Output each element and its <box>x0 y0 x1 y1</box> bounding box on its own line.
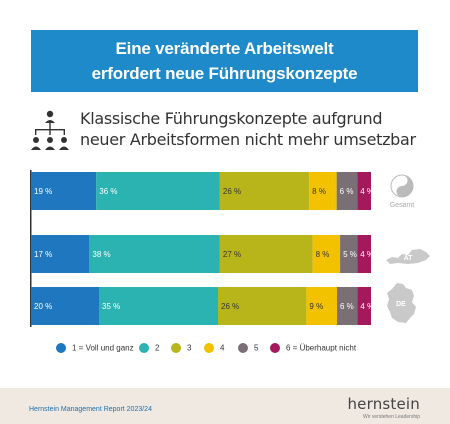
org-chart-icon <box>31 110 69 150</box>
legend-swatch-6 <box>270 343 280 353</box>
logo-name: hernstein <box>347 395 420 413</box>
bar-at-6 <box>357 235 371 273</box>
legend-swatch-3 <box>171 343 181 353</box>
austria-map-icon: AT <box>386 249 430 264</box>
chart-legend: 1 = Voll und ganz 2 3 4 5 6 = Überhaupt nicht <box>56 343 416 357</box>
data-label-at-5: 5 % <box>343 250 357 259</box>
bar-at-3 <box>219 235 313 273</box>
bar-gesamt-3 <box>219 172 310 210</box>
legend-item-4: 4 <box>204 343 224 355</box>
legend-label-3: 3 <box>187 343 192 353</box>
data-label-de-5: 6 % <box>340 302 354 311</box>
bar-gesamt-6 <box>357 172 371 210</box>
legend-label-1: 1 = Voll und ganz <box>72 343 134 353</box>
region-label-gesamt: Gesamt <box>389 202 415 209</box>
bar-gesamt-2 <box>96 172 220 210</box>
chart-subtitle: Klassische Führungskonzepte aufgrund neu… <box>80 108 425 150</box>
logo-tagline: Wir verstehen Leadership <box>363 414 420 420</box>
region-label-de: DE <box>396 301 406 308</box>
legend-swatch-5 <box>238 343 248 353</box>
legend-item-5: 5 <box>238 343 258 355</box>
title-line-2: erfordert neue Führungskonzepte <box>91 64 358 83</box>
data-label-de-3: 26 % <box>221 302 239 311</box>
bar-at-5 <box>340 235 358 273</box>
bar-at-2 <box>89 235 220 273</box>
legend-item-2: 2 <box>139 343 159 355</box>
data-label-gesamt-6: 4 % <box>360 187 374 196</box>
yin-yang-icon <box>390 174 414 198</box>
data-label-gesamt-4: 8 % <box>312 187 326 196</box>
subtitle-line-1: Klassische Führungskonzepte aufgrund <box>80 109 383 128</box>
y-axis-line <box>30 170 32 327</box>
legend-label-5: 5 <box>254 343 259 353</box>
bar-gesamt-1 <box>31 172 97 210</box>
hernstein-logo: hernstein Wir verstehen Leadership <box>347 395 420 420</box>
bar-de-1 <box>31 287 99 325</box>
data-label-at-4: 8 % <box>316 250 330 259</box>
data-label-gesamt-2: 36 % <box>99 187 117 196</box>
data-label-at-6: 4 % <box>360 250 374 259</box>
bar-gesamt-5 <box>336 172 358 210</box>
data-label-gesamt-3: 26 % <box>223 187 241 196</box>
legend-swatch-4 <box>204 343 214 353</box>
legend-label-4: 4 <box>220 343 225 353</box>
bar-at-4 <box>312 235 341 273</box>
legend-label-6: 6 = Überhaupt nicht <box>286 343 357 353</box>
data-label-de-1: 20 % <box>34 302 52 311</box>
legend-label-2: 2 <box>155 343 160 353</box>
data-label-gesamt-5: 6 % <box>340 187 354 196</box>
legend-swatch-1 <box>56 343 66 353</box>
region-label-at: AT <box>404 255 414 262</box>
subtitle-line-2: neuer Arbeitsformen nicht mehr umsetzbar <box>80 130 416 149</box>
data-label-de-6: 4 % <box>360 302 374 311</box>
data-label-at-3: 27 % <box>223 250 241 259</box>
data-label-gesamt-1: 19 % <box>34 187 52 196</box>
data-label-de-4: 9 % <box>309 302 323 311</box>
bar-de-5 <box>337 287 358 325</box>
bar-de-3 <box>218 287 307 325</box>
legend-swatch-2 <box>139 343 149 353</box>
title-banner: Eine veränderte Arbeitswelt erfordert ne… <box>31 30 418 92</box>
footer: Hernstein Management Report 2023/24 hern… <box>0 388 450 424</box>
data-label-at-1: 17 % <box>34 250 52 259</box>
bar-de-4 <box>306 287 337 325</box>
bar-de-2 <box>99 287 218 325</box>
legend-item-6: 6 = Überhaupt nicht <box>270 343 356 355</box>
bar-de-6 <box>357 287 371 325</box>
data-label-de-2: 35 % <box>102 302 120 311</box>
bar-at-1 <box>31 235 90 273</box>
title-line-1: Eine veränderte Arbeitswelt <box>115 39 334 58</box>
legend-item-1: 1 = Voll und ganz <box>56 343 134 355</box>
germany-map-icon: DE <box>387 283 416 323</box>
legend-item-3: 3 <box>171 343 191 355</box>
report-name: Hernstein Management Report 2023/24 <box>29 406 152 413</box>
bar-gesamt-4 <box>309 172 337 210</box>
data-label-at-2: 38 % <box>92 250 110 259</box>
